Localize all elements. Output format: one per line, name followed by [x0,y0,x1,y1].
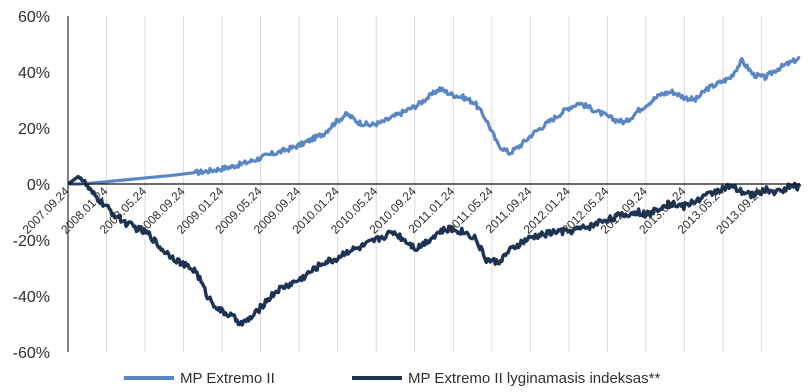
legend-label-2: MP Extremo II lyginamasis indeksas** [408,370,660,387]
y-tick-label: -20% [13,233,50,250]
y-tick-label: 0% [27,177,50,194]
legend-label-1: MP Extremo II [180,370,275,387]
series-line-2 [67,174,802,327]
y-tick-label: 40% [18,65,50,82]
y-tick-label: -60% [13,345,50,362]
series-line-1 [67,55,801,186]
legend: MP Extremo II MP Extremo II lyginamasis i… [124,370,660,387]
series-group [67,55,802,327]
y-tick-label: 60% [18,9,50,26]
y-axis: 60% 40% 20% 0% -20% -40% -60% [13,9,69,362]
y-tick-label: 20% [18,121,50,138]
y-tick-label: -40% [13,289,50,306]
